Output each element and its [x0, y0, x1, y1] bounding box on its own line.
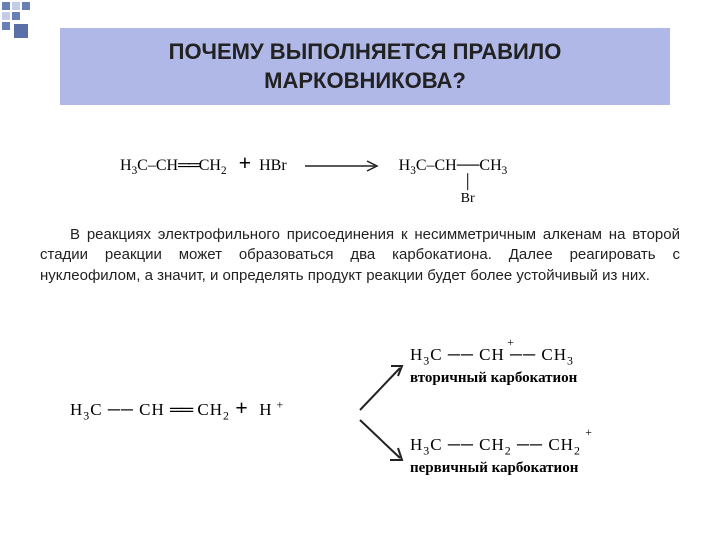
reactant-hbr: HBr: [259, 157, 287, 174]
decor-square: [22, 2, 30, 10]
title-line-2: МАРКОВНИКОВА?: [264, 68, 466, 93]
page-title: ПОЧЕМУ ВЫПОЛНЯЕТСЯ ПРАВИЛО МАРКОВНИКОВА?: [74, 38, 656, 95]
explanation-paragraph: В реакциях электрофильного присоединения…: [40, 225, 680, 286]
decor-square: [2, 22, 10, 30]
plus-sign: +: [239, 150, 252, 175]
primary-carbocation: H3C ── CH2 ── CH2+: [410, 435, 581, 458]
branching-arrows-icon: [355, 360, 410, 470]
title-line-1: ПОЧЕМУ ВЫПОЛНЯЕТСЯ ПРАВИЛО: [169, 39, 562, 64]
decor-square: [12, 12, 20, 20]
decor-square: [14, 24, 28, 38]
reactant-propene-plus-h: H3C ── CH ══ CH2 + H +: [70, 395, 284, 423]
corner-decoration: [0, 0, 60, 60]
reaction-equation-1: H3C–CH══CH2 + HBr H3C–CH──CH3 │Br: [120, 150, 620, 177]
reaction-scheme-2: H3C ── CH ══ CH2 + H + H3C ── CH+ ── CH3…: [70, 340, 650, 490]
secondary-carbocation-label: вторичный карбокатион: [410, 370, 577, 387]
secondary-carbocation: H3C ── CH+ ── CH3: [410, 345, 574, 368]
decor-square: [12, 2, 20, 10]
decor-square: [2, 12, 10, 20]
product-2-bromopropane: H3C–CH──CH3 │Br: [399, 157, 508, 177]
reaction-arrow-icon: [303, 159, 383, 173]
reactant-propene: H3C–CH══CH2: [120, 157, 227, 174]
primary-carbocation-label: первичный карбокатион: [410, 460, 578, 477]
product-br-substituent: │Br: [461, 175, 475, 207]
decor-square: [2, 2, 10, 10]
title-block: ПОЧЕМУ ВЫПОЛНЯЕТСЯ ПРАВИЛО МАРКОВНИКОВА?: [60, 28, 670, 105]
